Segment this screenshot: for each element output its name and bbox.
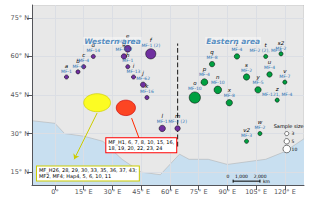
- svg-text:MF-10: MF-10: [188, 86, 202, 91]
- svg-text:i: i: [132, 62, 135, 69]
- svg-text:o: o: [193, 79, 197, 86]
- svg-text:90° E: 90° E: [219, 188, 237, 196]
- svg-text:MF-157: MF-157: [116, 47, 133, 52]
- svg-text:Sample size: Sample size: [274, 123, 304, 130]
- svg-text:Eastern area: Eastern area: [206, 37, 260, 46]
- svg-text:x: x: [227, 87, 231, 94]
- svg-text:v: v: [283, 67, 287, 74]
- svg-text:f: f: [149, 36, 152, 43]
- svg-text:75° E: 75° E: [190, 188, 208, 196]
- svg-text:MF-3: MF-3: [241, 133, 252, 138]
- svg-text:105° E: 105° E: [245, 188, 267, 196]
- svg-text:3: 3: [292, 131, 295, 136]
- svg-text:60° N: 60° N: [11, 52, 30, 60]
- svg-text:MF-1: MF-1: [122, 58, 133, 63]
- svg-text:10: 10: [292, 147, 298, 152]
- svg-text:a: a: [64, 62, 69, 69]
- svg-text:MF_H1, 6, 7, 8, 10, 15, 16,: MF_H1, 6, 7, 8, 10, 15, 16,: [108, 139, 175, 146]
- svg-text:MF-13: MF-13: [127, 69, 141, 74]
- svg-text:MF-2: MF-2: [254, 125, 265, 130]
- svg-text:MF-5: MF-5: [253, 80, 264, 85]
- svg-text:MF-14: MF-14: [86, 48, 100, 53]
- svg-text:MF-2: MF-2: [276, 46, 287, 51]
- svg-text:30° N: 30° N: [11, 130, 30, 138]
- svg-text:0 1,000 2,000: 0 1,000 2,000: [226, 174, 266, 179]
- svg-text:30° E: 30° E: [104, 188, 122, 196]
- svg-text:MF-121, MF-4: MF-121, MF-4: [262, 92, 293, 97]
- svg-text:h: h: [126, 52, 130, 59]
- svg-text:45° E: 45° E: [132, 188, 150, 196]
- svg-text:t: t: [264, 42, 267, 49]
- svg-text:MF-4: MF-4: [231, 47, 242, 52]
- svg-text:s: s: [245, 61, 248, 68]
- svg-text:p: p: [202, 66, 207, 73]
- svg-text:18, 19, 20, 22, 23, 24: 18, 19, 20, 22, 23, 24: [108, 145, 162, 151]
- svg-text:MF-8: MF-8: [207, 55, 218, 60]
- svg-text:c: c: [82, 52, 86, 59]
- svg-text:MF-8: MF-8: [224, 93, 235, 98]
- svg-text:n: n: [216, 73, 220, 80]
- svg-text:MF-4: MF-4: [264, 65, 275, 70]
- svg-text:5: 5: [292, 139, 295, 144]
- svg-text:MF-1: MF-1: [61, 69, 72, 74]
- svg-text:MF-16: MF-16: [140, 89, 154, 94]
- svg-text:m: m: [174, 113, 181, 120]
- svg-text:MF-2 (2): MF-2 (2): [168, 119, 187, 124]
- svg-text:MF-4: MF-4: [199, 72, 210, 77]
- svg-text:MF2, MF4; Hap4, 5, 6, 10, 11: MF2, MF4; Hap4, 5, 6, 10, 11: [39, 173, 111, 180]
- svg-text:MF-4: MF-4: [72, 64, 83, 69]
- svg-text:z: z: [275, 85, 279, 92]
- svg-text:w: w: [257, 119, 263, 126]
- svg-text:15° N: 15° N: [11, 168, 30, 176]
- svg-text:MF_H26, 28, 29, 30, 33, 35, 36: MF_H26, 28, 29, 30, 33, 35, 36, 37, 43;: [39, 167, 137, 174]
- svg-text:120° E: 120° E: [274, 188, 296, 196]
- svg-text:y: y: [256, 74, 260, 81]
- svg-text:k: k: [145, 83, 149, 90]
- svg-text:s2: s2: [277, 39, 285, 46]
- svg-text:MF-10: MF-10: [211, 80, 225, 85]
- svg-text:45° N: 45° N: [11, 91, 30, 99]
- svg-text:MF-4: MF-4: [78, 58, 89, 63]
- svg-text:j: j: [142, 69, 144, 76]
- svg-text:km: km: [263, 179, 270, 184]
- svg-text:q: q: [210, 49, 214, 56]
- svg-text:MF-7: MF-7: [279, 74, 290, 79]
- svg-text:60° E: 60° E: [161, 188, 179, 196]
- svg-text:75° N: 75° N: [11, 14, 30, 22]
- svg-text:v2: v2: [243, 127, 250, 133]
- svg-text:u: u: [267, 59, 272, 66]
- svg-text:MF-2 (2), MF-4: MF-2 (2), MF-4: [249, 48, 282, 54]
- svg-text:MF-2: MF-2: [241, 68, 252, 73]
- svg-text:0°: 0°: [51, 188, 58, 196]
- svg-text:MF-62: MF-62: [136, 76, 150, 81]
- svg-text:MF-1 (2): MF-1 (2): [141, 43, 160, 48]
- svg-text:MF-1: MF-1: [157, 119, 168, 124]
- svg-text:l: l: [161, 113, 163, 119]
- svg-text:15° E: 15° E: [75, 188, 93, 196]
- svg-text:Western area: Western area: [84, 37, 141, 46]
